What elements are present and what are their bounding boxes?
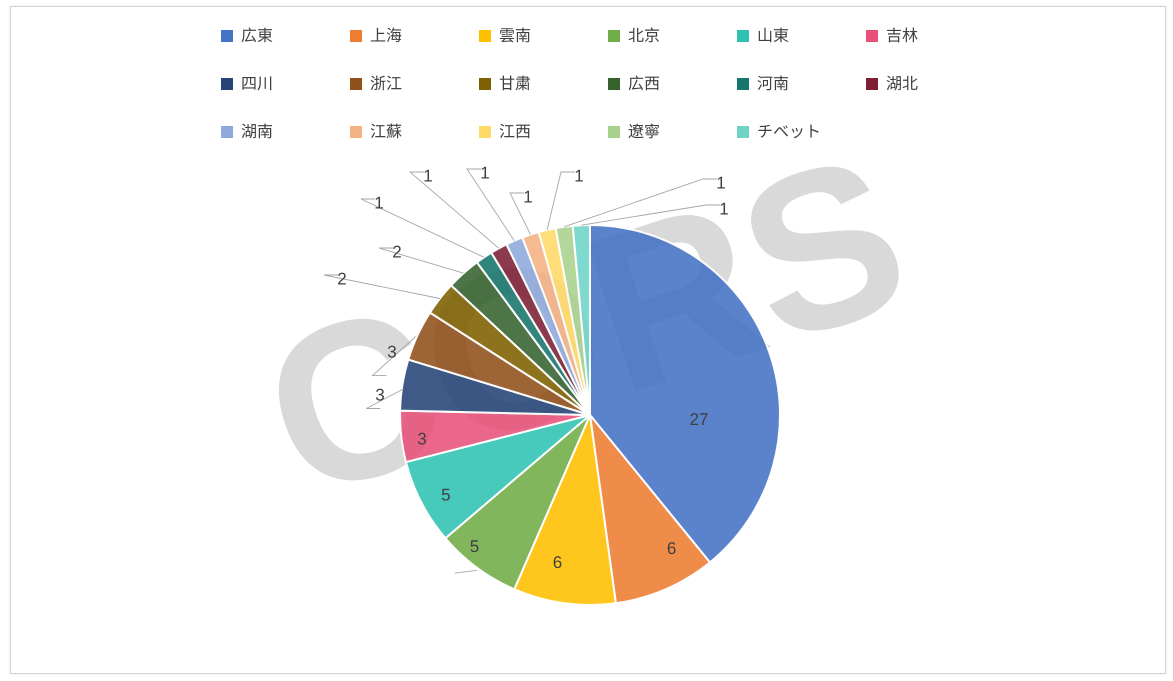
svg-text:27: 27	[690, 410, 709, 429]
svg-text:1: 1	[719, 199, 728, 218]
svg-text:6: 6	[667, 539, 676, 558]
svg-text:1: 1	[423, 166, 432, 185]
svg-text:2: 2	[392, 242, 401, 261]
svg-text:1: 1	[574, 166, 583, 185]
svg-text:5: 5	[470, 537, 479, 556]
svg-text:3: 3	[387, 342, 396, 361]
svg-text:3: 3	[417, 429, 426, 448]
svg-text:3: 3	[375, 385, 384, 404]
svg-text:2: 2	[337, 269, 346, 288]
svg-text:5: 5	[441, 486, 450, 505]
svg-text:1: 1	[523, 187, 532, 206]
svg-text:6: 6	[553, 553, 562, 572]
svg-text:1: 1	[716, 173, 725, 192]
svg-text:1: 1	[480, 163, 489, 182]
svg-text:1: 1	[374, 193, 383, 212]
